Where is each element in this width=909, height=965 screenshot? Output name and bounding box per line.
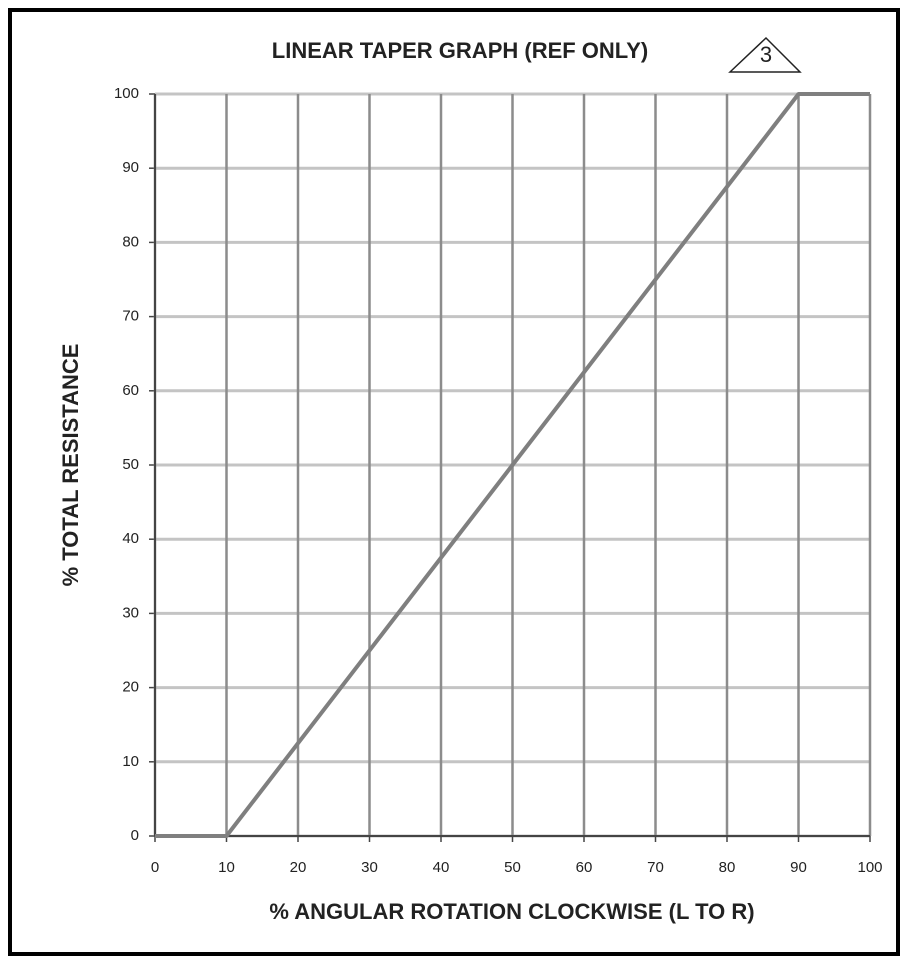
y-tick-label: 100: [114, 85, 139, 102]
y-tick-label: 80: [122, 233, 139, 250]
frame: [8, 8, 900, 956]
x-tick-label: 70: [647, 859, 664, 876]
x-axis-label: % ANGULAR ROTATION CLOCKWISE (L TO R): [269, 899, 754, 924]
x-tick-label: 10: [218, 859, 235, 876]
y-tick-label: 0: [131, 827, 139, 844]
y-tick-label: 50: [122, 456, 139, 473]
revision-triangle: [728, 36, 802, 73]
y-tick-label: 60: [122, 382, 139, 399]
x-tick-label: 80: [719, 859, 736, 876]
x-tick-label: 90: [790, 859, 807, 876]
x-tick-label: 100: [857, 859, 882, 876]
y-tick-label: 10: [122, 753, 139, 770]
y-tick-label: 90: [122, 159, 139, 176]
y-axis-label: % TOTAL RESISTANCE: [58, 344, 83, 587]
x-tick-label: 50: [504, 859, 521, 876]
chart-title: LINEAR TAPER GRAPH (REF ONLY): [272, 38, 648, 63]
x-tick-label: 30: [361, 859, 378, 876]
y-tick-label: 70: [122, 308, 139, 325]
y-tick-label: 40: [122, 530, 139, 547]
x-tick-label: 40: [433, 859, 450, 876]
y-tick-label: 20: [122, 679, 139, 696]
x-tick-label: 20: [290, 859, 307, 876]
data-line: [155, 92, 870, 838]
revision-number: 3: [760, 42, 772, 67]
y-tick-label: 30: [122, 604, 139, 621]
x-tick-label: 60: [576, 859, 593, 876]
x-tick-label: 0: [151, 859, 159, 876]
